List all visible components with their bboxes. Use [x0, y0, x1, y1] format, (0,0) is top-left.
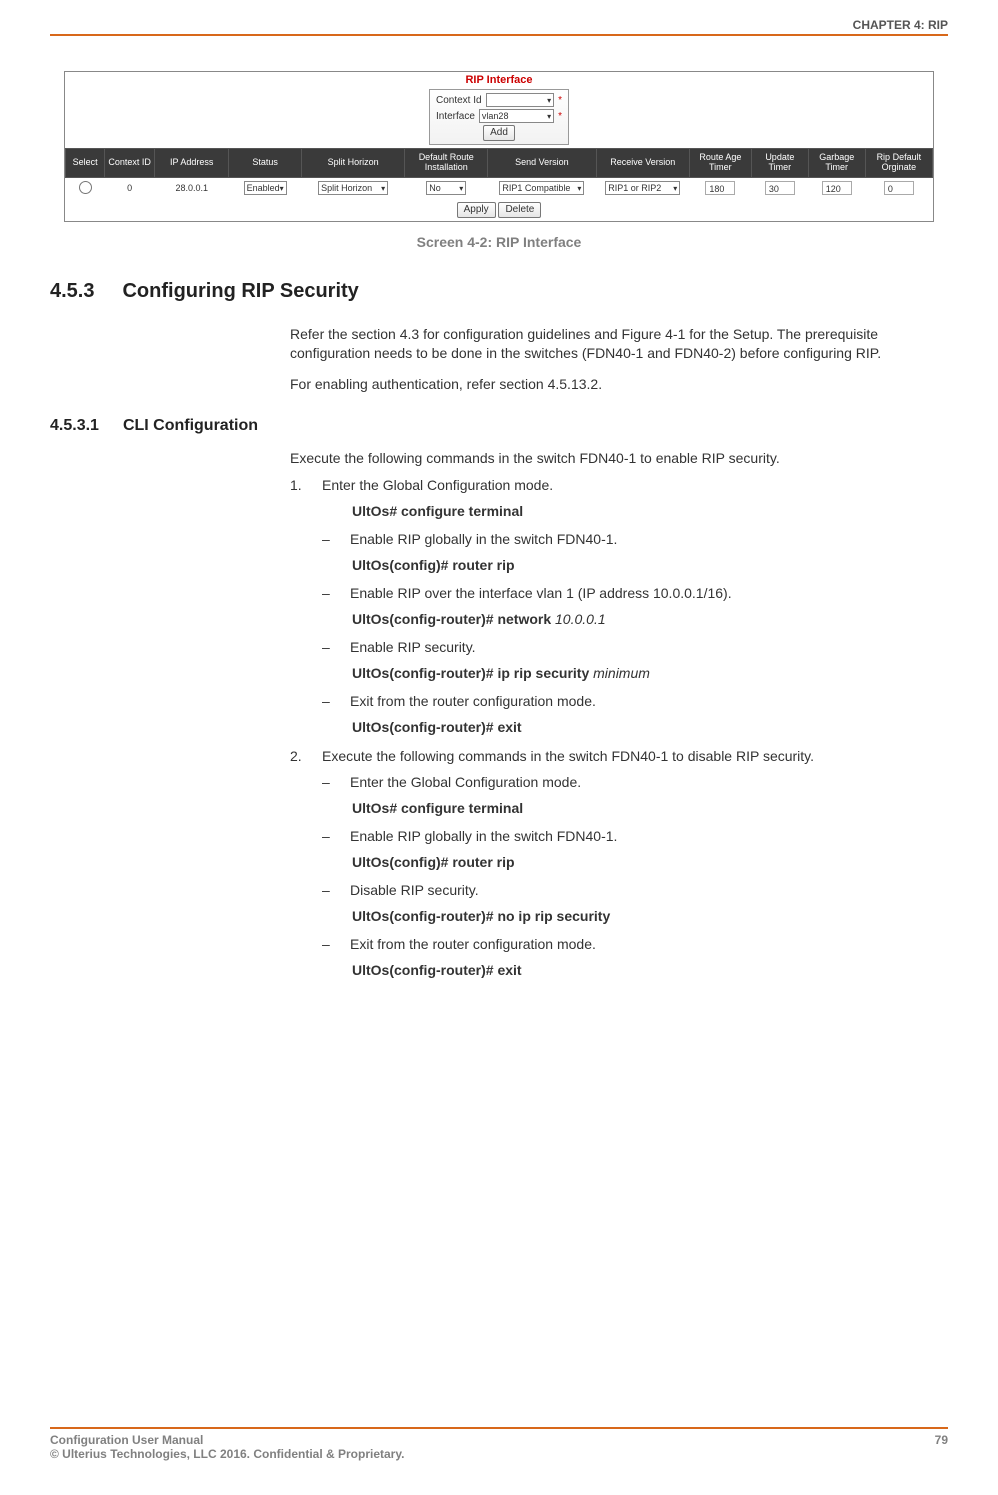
interface-label: Interface	[436, 111, 475, 122]
step-text: Enter the Global Configuration mode.	[322, 476, 553, 495]
substep: –Enable RIP globally in the switch FDN40…	[322, 828, 922, 844]
substep: –Exit from the router configuration mode…	[322, 936, 922, 952]
col-garbage: Garbage Timer	[808, 149, 865, 178]
step-marker: 1.	[290, 476, 308, 495]
substep: –Enter the Global Configuration mode.	[322, 774, 922, 790]
col-send-version: Send Version	[488, 149, 597, 178]
page-number: 79	[935, 1433, 948, 1461]
interface-select[interactable]: vlan28▾	[479, 109, 554, 123]
cli-command: UltOs(config-router)# exit	[352, 719, 948, 735]
add-button[interactable]: Add	[483, 125, 515, 141]
section-heading-4531: 4.5.3.1 CLI Configuration	[50, 417, 948, 435]
apply-button[interactable]: Apply	[457, 202, 496, 218]
footer-title: Configuration User Manual	[50, 1433, 404, 1447]
col-default-orig: Rip Default Orginate	[865, 149, 932, 178]
col-default-route: Default Route Installation	[405, 149, 488, 178]
row-select-radio[interactable]	[79, 181, 92, 194]
sendv-select[interactable]: RIP1 Compatible▾	[499, 181, 584, 195]
col-route-age: Route Age Timer	[689, 149, 751, 178]
deforig-input[interactable]: 0	[884, 181, 914, 195]
cli-command: UltOs(config)# router rip	[352, 854, 948, 870]
header-rule	[50, 34, 948, 36]
substep: –Enable RIP security.	[322, 639, 922, 655]
update-input[interactable]: 30	[765, 181, 795, 195]
cli-command: UltOs(config-router)# ip rip security mi…	[352, 665, 948, 681]
cli-command: UltOs(config-router)# network 10.0.0.1	[352, 611, 948, 627]
step-2: 2. Execute the following commands in the…	[290, 747, 930, 766]
col-status: Status	[229, 149, 301, 178]
section-title: Configuring RIP Security	[122, 280, 358, 303]
cell-context-id: 0	[105, 177, 155, 199]
rip-table: Select Context ID IP Address Status Spli…	[65, 148, 933, 199]
defroute-select[interactable]: No▾	[426, 181, 466, 195]
step-marker: 2.	[290, 747, 308, 766]
garbage-input[interactable]: 120	[822, 181, 852, 195]
context-id-label: Context Id	[436, 95, 482, 106]
section-number: 4.5.3	[50, 280, 94, 303]
table-row: 0 28.0.0.1 Enabled▾ Split Horizon▾ No▾ R…	[66, 177, 933, 199]
col-receive-version: Receive Version	[596, 149, 689, 178]
section-title: CLI Configuration	[123, 417, 258, 435]
substep: –Enable RIP over the interface vlan 1 (I…	[322, 585, 922, 601]
required-icon: *	[558, 95, 562, 106]
paragraph: Execute the following commands in the sw…	[290, 449, 930, 468]
paragraph: Refer the section 4.3 for configuration …	[290, 325, 930, 363]
chapter-header: CHAPTER 4: RIP	[50, 18, 948, 32]
col-update: Update Timer	[751, 149, 808, 178]
col-context-id: Context ID	[105, 149, 155, 178]
status-select[interactable]: Enabled▾	[244, 181, 287, 195]
recvv-select[interactable]: RIP1 or RIP2▾	[605, 181, 680, 195]
cli-command: UltOs(config-router)# exit	[352, 962, 948, 978]
cell-ip: 28.0.0.1	[154, 177, 228, 199]
substep: –Exit from the router configuration mode…	[322, 693, 922, 709]
footer-rule	[50, 1427, 948, 1429]
section-number: 4.5.3.1	[50, 417, 99, 435]
figure-caption: Screen 4-2: RIP Interface	[50, 234, 948, 250]
context-box: Context Id ▾ * Interface vlan28▾ * Add	[429, 89, 569, 145]
context-id-select[interactable]: ▾	[486, 93, 555, 107]
cli-command: UltOs# configure terminal	[352, 503, 948, 519]
col-split: Split Horizon	[301, 149, 404, 178]
substep: –Disable RIP security.	[322, 882, 922, 898]
step-1: 1. Enter the Global Configuration mode.	[290, 476, 930, 495]
footer-copyright: © Ulterius Technologies, LLC 2016. Confi…	[50, 1447, 404, 1461]
split-select[interactable]: Split Horizon▾	[318, 181, 388, 195]
routeage-input[interactable]: 180	[705, 181, 735, 195]
substep: –Enable RIP globally in the switch FDN40…	[322, 531, 922, 547]
paragraph: For enabling authentication, refer secti…	[290, 375, 930, 394]
cli-command: UltOs# configure terminal	[352, 800, 948, 816]
section-heading-453: 4.5.3 Configuring RIP Security	[50, 280, 948, 303]
rip-title: RIP Interface	[65, 72, 933, 88]
delete-button[interactable]: Delete	[498, 202, 541, 218]
col-ip: IP Address	[154, 149, 228, 178]
cli-command: UltOs(config-router)# no ip rip security	[352, 908, 948, 924]
cli-command: UltOs(config)# router rip	[352, 557, 948, 573]
step-text: Execute the following commands in the sw…	[322, 747, 814, 766]
rip-interface-screenshot: RIP Interface Context Id ▾ * Interface v…	[64, 71, 934, 222]
required-icon: *	[558, 111, 562, 122]
page-footer: Configuration User Manual © Ulterius Tec…	[0, 1427, 998, 1461]
col-select: Select	[66, 149, 105, 178]
